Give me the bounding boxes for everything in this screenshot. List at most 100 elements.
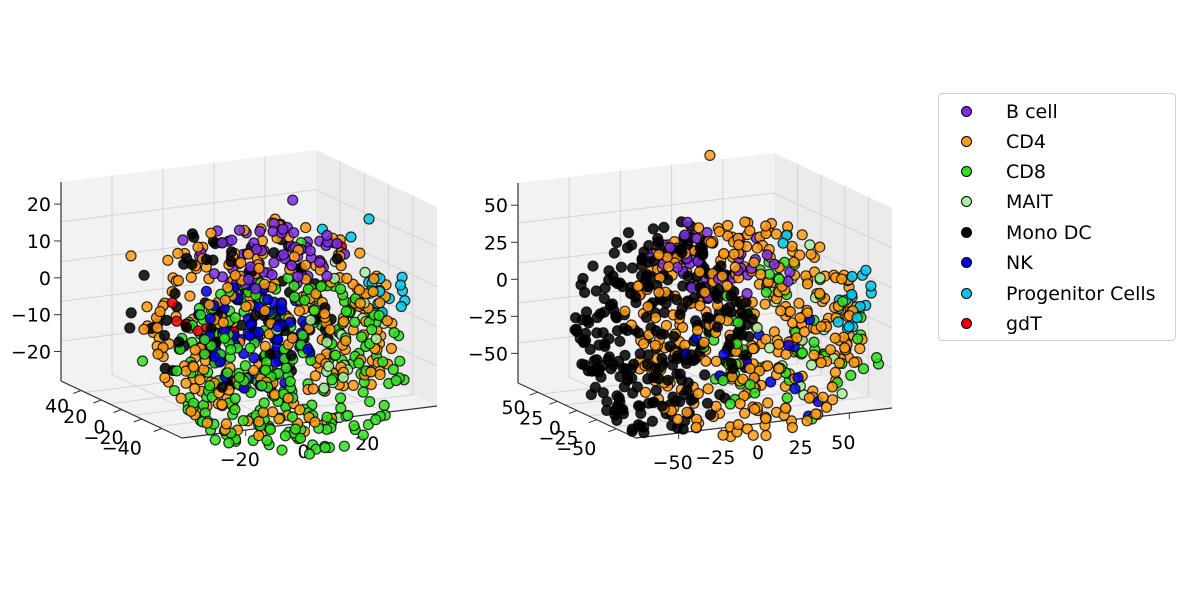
point-progenitor-cells: [345, 231, 357, 243]
point-mono-dc: [677, 280, 689, 292]
point-cd4: [770, 228, 782, 240]
z-tick-label: −25: [468, 306, 508, 328]
point-cd8: [744, 379, 756, 391]
point-mono-dc: [704, 409, 717, 421]
point-cd8: [199, 334, 211, 346]
point-mono-dc: [579, 359, 591, 371]
point-cd8: [357, 386, 369, 398]
legend-marker-cd8: [961, 166, 972, 177]
point-cd4: [784, 306, 797, 318]
point-mait: [321, 336, 333, 348]
point-mono-dc: [655, 328, 667, 340]
point-mono-dc: [725, 306, 737, 318]
point-cd4: [189, 383, 201, 395]
point-cd4: [141, 301, 153, 313]
point-cd4: [299, 259, 311, 271]
point-cd8: [297, 329, 309, 341]
point-progenitor-cells: [777, 237, 789, 249]
point-cd8: [338, 440, 350, 452]
point-cd4: [258, 278, 271, 290]
point-cd8: [136, 355, 149, 367]
point-cd8: [364, 396, 376, 408]
y-tick-label: 0: [93, 417, 105, 439]
point-mono-dc: [138, 269, 150, 281]
point-mono-dc: [647, 397, 659, 409]
point-b-cell: [679, 229, 691, 241]
z-tick-label: 0: [496, 269, 508, 291]
point-cd4: [309, 416, 321, 428]
y-tick-label: 25: [519, 407, 543, 429]
y-tick-mark: [529, 391, 538, 396]
point-mono-dc: [625, 239, 638, 251]
point-mono-dc: [650, 384, 662, 397]
point-nk: [789, 383, 801, 395]
point-mono-dc: [604, 299, 617, 311]
legend-label-mait: MAIT: [1006, 191, 1053, 213]
point-cd8: [303, 448, 316, 460]
point-b-cell: [288, 227, 300, 239]
point-cd4: [829, 366, 842, 378]
point-cd4: [824, 344, 837, 356]
point-cd8: [233, 371, 245, 383]
point-cd8: [845, 369, 857, 381]
point-cd8: [717, 374, 729, 386]
point-mono-dc: [576, 314, 589, 326]
point-cd4: [185, 405, 197, 417]
point-nk: [765, 376, 777, 388]
point-cd8: [321, 411, 333, 423]
point-mono-dc: [587, 260, 599, 272]
point-cd8: [330, 349, 342, 361]
point-b-cell: [243, 273, 255, 285]
point-cd4: [780, 348, 792, 360]
point-nk: [718, 348, 730, 360]
point-cd4: [649, 312, 662, 324]
point-cd8: [335, 392, 347, 404]
point-cd8: [218, 332, 231, 344]
point-progenitor-cells: [832, 316, 844, 328]
point-mono-dc: [611, 414, 623, 426]
point-cd8: [256, 379, 268, 392]
point-nk: [276, 298, 288, 310]
point-mono-dc: [200, 254, 213, 266]
point-cd4: [201, 417, 213, 429]
point-mono-dc: [584, 343, 596, 355]
z-tick-label: 10: [27, 231, 51, 253]
point-mono-dc: [674, 368, 686, 380]
x-tick-label: 50: [831, 432, 855, 454]
point-mono-dc: [186, 258, 198, 270]
point-mono-dc: [682, 377, 694, 389]
point-mono-dc: [609, 275, 621, 288]
point-cd8: [280, 362, 292, 374]
x-tick-label: 0: [752, 442, 764, 464]
point-cd4: [216, 398, 228, 411]
point-cd4: [154, 306, 166, 318]
point-cd4: [293, 305, 305, 317]
legend-marker-cd4: [961, 136, 972, 147]
point-mono-dc: [697, 247, 709, 259]
point-cd4: [808, 349, 820, 361]
point-cd4: [839, 342, 851, 354]
point-cd8: [279, 430, 291, 442]
point-cd4: [681, 406, 693, 418]
grid-line-y-floor: [85, 359, 341, 393]
point-cd4: [188, 361, 200, 373]
point-cd4: [760, 429, 772, 442]
z-tick-label: 25: [484, 232, 508, 254]
point-mono-dc: [622, 227, 635, 239]
point-mono-dc: [656, 400, 668, 412]
point-b-cell: [250, 283, 262, 295]
point-mono-dc: [642, 349, 654, 361]
point-mono-dc: [597, 327, 609, 339]
point-cd4: [798, 326, 811, 338]
point-cd8: [390, 374, 402, 387]
point-cd8: [288, 291, 300, 303]
point-cd8: [870, 352, 883, 364]
point-mono-dc: [727, 363, 739, 375]
point-cd4: [833, 357, 846, 369]
point-mono-dc: [159, 362, 171, 374]
point-mono-dc: [601, 404, 613, 416]
point-cd4: [368, 273, 380, 285]
point-cd8: [209, 434, 221, 446]
